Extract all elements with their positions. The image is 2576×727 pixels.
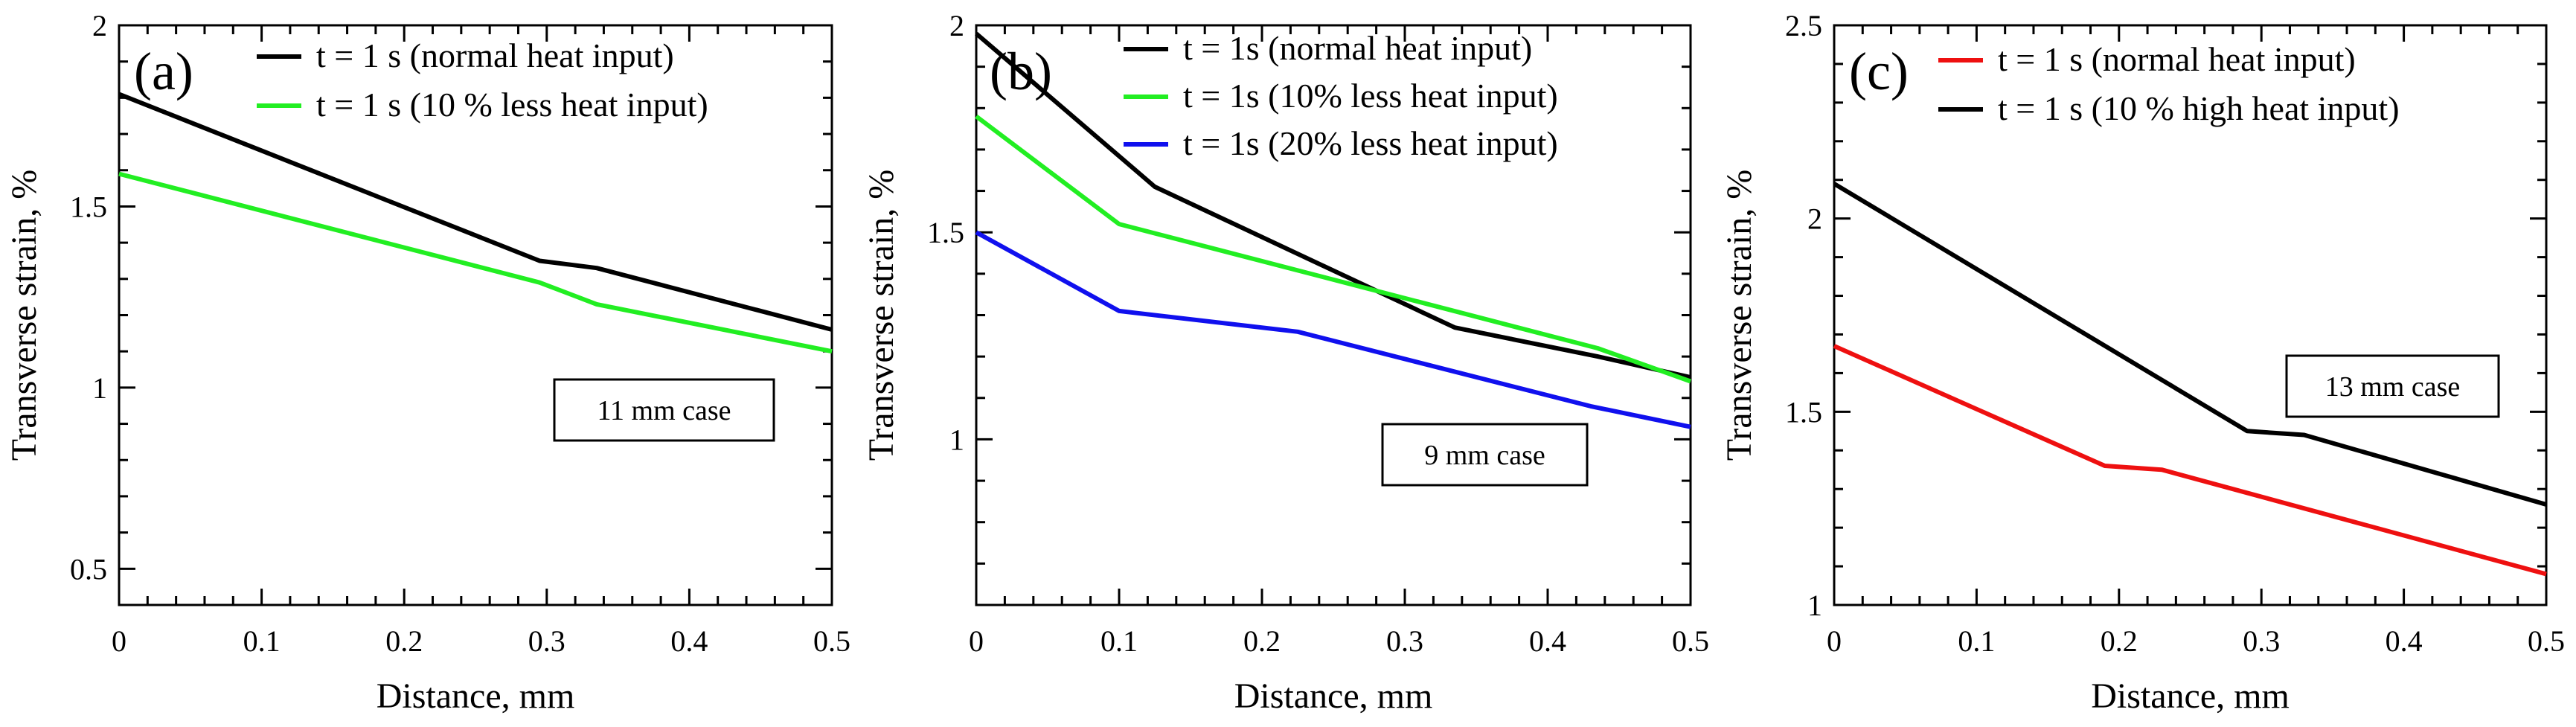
x-axis-label: Distance, mm xyxy=(377,676,575,716)
plot-frame xyxy=(1833,24,2548,606)
y-tick-label: 2 xyxy=(92,9,107,42)
y-tick-label: 2 xyxy=(949,9,964,42)
legend-label: t = 1s (10% less heat input) xyxy=(1183,77,1558,115)
y-tick-label: 1 xyxy=(949,423,964,456)
x-tick-label: 0.1 xyxy=(243,624,281,658)
panel-label: (a) xyxy=(134,42,193,101)
legend-label: t = 1 s (10 % high heat input) xyxy=(1998,89,2400,127)
legend-label: t = 1 s (normal heat input) xyxy=(316,36,674,74)
case-annotation-box xyxy=(1381,423,1589,487)
legend-label: t = 1 s (10 % less heat input) xyxy=(316,86,708,124)
y-tick-label: 2.5 xyxy=(1785,9,1822,42)
series-line-2 xyxy=(118,171,833,354)
series-line-2 xyxy=(1833,182,2547,507)
y-tick-label: 1.5 xyxy=(70,190,107,223)
x-tick-label: 0.1 xyxy=(1958,624,1995,658)
y-tick-label: 1 xyxy=(92,371,107,405)
legend-label: t = 1 s (normal heat input) xyxy=(1998,40,2356,78)
case-annotation: 13 mm case xyxy=(2325,371,2461,403)
x-tick-label: 0 xyxy=(1827,624,1842,658)
y-tick-label: 1.5 xyxy=(927,216,964,249)
x-tick-label: 0.4 xyxy=(1529,624,1566,658)
series-line-1 xyxy=(118,92,833,332)
x-tick-label: 0.2 xyxy=(385,624,423,658)
x-tick-label: 0.4 xyxy=(2386,624,2423,658)
series-line-1 xyxy=(975,31,1691,379)
y-tick-label: 1 xyxy=(1807,589,1822,622)
series-line-1 xyxy=(1833,344,2547,577)
legend-label: t = 1s (20% less heat input) xyxy=(1183,124,1558,162)
x-tick-label: 0.2 xyxy=(1243,624,1281,658)
chart-panel-b: 0 0.1 0.2 0.3 0.4 0.5 1 1.5 2 Distance, mm Transve… xyxy=(862,9,1709,716)
y-tick-label: 1.5 xyxy=(1785,395,1822,429)
case-annotation-box xyxy=(2285,354,2500,418)
panel-label: (c) xyxy=(1849,42,1909,101)
x-tick-label: 0.1 xyxy=(1100,624,1138,658)
y-tick-label: 0.5 xyxy=(70,552,107,586)
y-tick-label: 2 xyxy=(1807,202,1822,236)
x-axis-label: Distance, mm xyxy=(1234,676,1433,716)
x-tick-label: 0.4 xyxy=(670,624,708,658)
chart-panel-c: 0 0.1 0.2 0.3 0.4 0.5 1 1.5 2 2.5 Distance, mm Tran… xyxy=(1720,9,2565,716)
x-tick-label: 0.3 xyxy=(1386,624,1423,658)
x-tick-label: 0.5 xyxy=(813,624,850,658)
series-line-2 xyxy=(975,115,1692,384)
x-tick-label: 0.5 xyxy=(1672,624,1709,658)
x-tick-label: 0.3 xyxy=(2243,624,2280,658)
case-annotation: 11 mm case xyxy=(597,395,731,426)
x-tick-label: 0.5 xyxy=(2528,624,2565,658)
case-annotation: 9 mm case xyxy=(1424,440,1545,471)
legend-label: t = 1s (normal heat input) xyxy=(1183,29,1532,67)
x-tick-label: 0 xyxy=(969,624,984,658)
case-annotation-box xyxy=(553,378,775,442)
y-axis-label: Transverse strain, % xyxy=(862,170,901,461)
series-line-3 xyxy=(975,230,1691,429)
x-tick-label: 0.2 xyxy=(2101,624,2138,658)
y-axis-label: Transverse strain, % xyxy=(1720,170,1759,461)
chart-panel-a: 0 0.1 0.2 0.3 0.4 0.5 0.5 1 1.5 2 Distance, mm Tran… xyxy=(4,9,850,716)
x-tick-label: 0 xyxy=(112,624,126,658)
x-tick-label: 0.3 xyxy=(528,624,565,658)
x-axis-label: Distance, mm xyxy=(2091,676,2290,716)
y-axis-label: Transverse strain, % xyxy=(4,170,44,461)
